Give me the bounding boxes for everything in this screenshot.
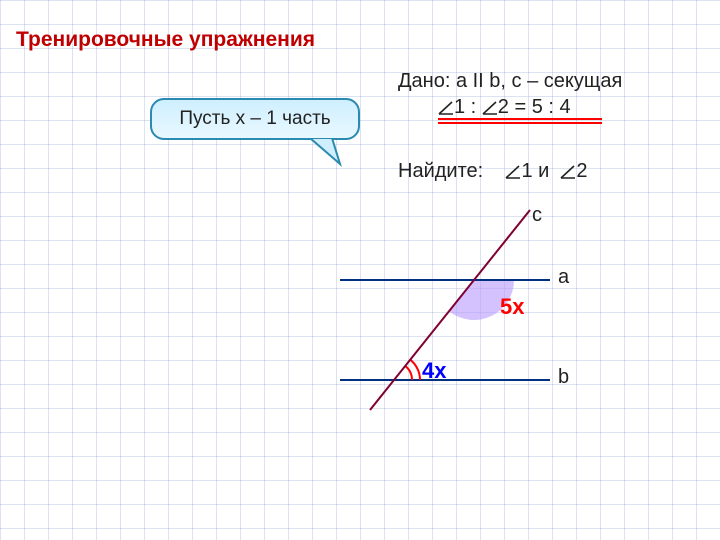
arc-4x-1 [405, 366, 412, 380]
angle-icon [560, 165, 576, 179]
given-ratio: = 5 : 4 [509, 96, 571, 118]
find-and: и [533, 160, 555, 182]
page-title: Тренировочные упражнения [16, 28, 315, 52]
hint-callout-tail [310, 138, 350, 168]
angle-icon [482, 101, 498, 115]
given-line2: 1 : 2 = 5 : 4 [438, 96, 571, 119]
angle-icon [505, 165, 521, 179]
find-angle1: 1 [521, 160, 532, 182]
given-line1: Дано: a II b, c – секущая [398, 70, 622, 93]
label-c: c [532, 204, 542, 227]
angle-icon [438, 101, 454, 115]
geometry-diagram [300, 200, 600, 430]
find-prefix: Найдите: [398, 160, 483, 182]
find-line: Найдите: 1 и 2 [398, 160, 588, 183]
find-angle2: 2 [576, 160, 587, 182]
hint-callout: Пусть х – 1 часть [150, 98, 360, 140]
hint-callout-text: Пусть х – 1 часть [179, 108, 330, 130]
given-sep: : [465, 96, 482, 118]
given-underline [438, 118, 602, 124]
slide-content: Тренировочные упражнения Пусть х – 1 час… [0, 0, 720, 540]
label-5x: 5х [500, 294, 524, 320]
label-b: b [558, 366, 569, 389]
label-a: a [558, 266, 569, 289]
given-angle2-num: 2 [498, 96, 509, 118]
label-4x: 4х [422, 358, 446, 384]
given-angle1-num: 1 [454, 96, 465, 118]
